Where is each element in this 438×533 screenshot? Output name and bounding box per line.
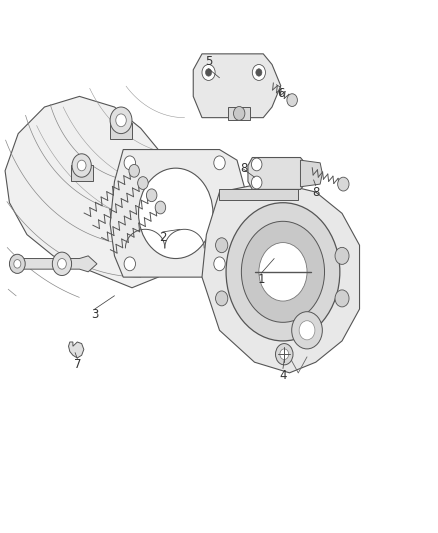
- Circle shape: [52, 252, 71, 276]
- Circle shape: [201, 64, 215, 80]
- Circle shape: [215, 238, 227, 253]
- Text: 6: 6: [276, 87, 284, 100]
- Circle shape: [138, 168, 212, 259]
- Circle shape: [337, 177, 348, 191]
- Circle shape: [14, 260, 21, 268]
- Circle shape: [334, 247, 348, 264]
- Circle shape: [251, 158, 261, 171]
- Polygon shape: [71, 165, 92, 181]
- Circle shape: [251, 176, 261, 189]
- Circle shape: [226, 203, 339, 341]
- Circle shape: [298, 321, 314, 340]
- Text: 1: 1: [257, 273, 264, 286]
- Polygon shape: [14, 256, 97, 272]
- Circle shape: [215, 291, 227, 306]
- Circle shape: [124, 257, 135, 271]
- Circle shape: [146, 189, 156, 201]
- Text: 4: 4: [279, 369, 286, 382]
- Circle shape: [10, 254, 25, 273]
- Circle shape: [334, 290, 348, 307]
- Circle shape: [252, 64, 265, 80]
- Circle shape: [77, 160, 86, 171]
- Circle shape: [275, 344, 292, 365]
- Text: 5: 5: [205, 55, 212, 68]
- Circle shape: [213, 156, 225, 169]
- Circle shape: [258, 243, 306, 301]
- Circle shape: [241, 221, 324, 322]
- Circle shape: [255, 69, 261, 76]
- Polygon shape: [201, 181, 359, 373]
- Circle shape: [72, 154, 91, 177]
- Polygon shape: [219, 189, 297, 200]
- Polygon shape: [300, 160, 321, 187]
- Circle shape: [155, 201, 165, 214]
- Circle shape: [116, 114, 126, 127]
- Circle shape: [129, 165, 139, 177]
- Text: 8: 8: [239, 161, 247, 175]
- Circle shape: [57, 259, 66, 269]
- Text: 2: 2: [159, 231, 166, 244]
- Polygon shape: [68, 342, 84, 358]
- Polygon shape: [5, 96, 184, 288]
- Text: 3: 3: [91, 308, 98, 321]
- Text: 8: 8: [311, 185, 319, 199]
- Polygon shape: [228, 107, 250, 120]
- Polygon shape: [247, 158, 306, 189]
- Polygon shape: [110, 150, 245, 277]
- Circle shape: [291, 312, 321, 349]
- Polygon shape: [193, 54, 280, 118]
- Circle shape: [205, 69, 211, 76]
- Circle shape: [124, 156, 135, 169]
- Text: 7: 7: [73, 358, 81, 372]
- Circle shape: [233, 107, 244, 120]
- Circle shape: [110, 107, 132, 134]
- Circle shape: [213, 257, 225, 271]
- Polygon shape: [110, 123, 132, 139]
- Circle shape: [286, 94, 297, 107]
- Circle shape: [138, 176, 148, 189]
- Circle shape: [279, 349, 288, 360]
